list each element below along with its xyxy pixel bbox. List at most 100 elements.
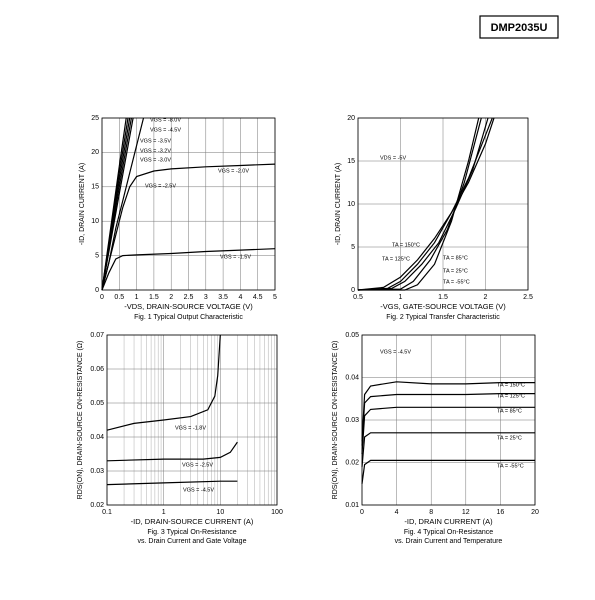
series-line (106, 334, 221, 431)
y-tick-label: 10 (91, 218, 99, 225)
series-line (101, 117, 134, 291)
x-tick-label: 100 (271, 509, 283, 516)
y-axis-label: RDS(ON), DRAIN-SOURCE ON-RESISTANCE (Ω) (77, 341, 84, 500)
x-axis-label: -ID, DRAIN-SOURCE CURRENT (A) (131, 517, 254, 526)
x-tick-label: 10 (216, 509, 224, 516)
series-label: TA = -55°C (497, 463, 524, 469)
series-line (361, 393, 535, 446)
y-axis-label: RDS(ON), DRAIN-SOURCE ON-RESISTANCE (Ω) (332, 341, 339, 500)
series-label: TA = 150°C (392, 242, 420, 248)
series-label: VGS = -3.0V (140, 157, 171, 163)
series-line (361, 459, 535, 484)
series-line (357, 117, 482, 291)
x-axis-label: -ID, DRAIN CURRENT (A) (404, 517, 493, 526)
x-tick-label: 5 (273, 294, 277, 301)
chart-caption: Fig. 2 Typical Transfer Characteristic (386, 314, 500, 321)
y-tick-label: 0.07 (90, 332, 104, 339)
y-axis-label: -ID, DRAIN CURRENT (A) (335, 163, 342, 245)
y-tick-label: 5 (95, 252, 99, 259)
series-line (361, 381, 535, 442)
x-tick-label: 1.5 (149, 294, 159, 301)
y-tick-label: 0.01 (345, 502, 359, 509)
x-tick-label: 20 (531, 509, 539, 516)
part-number: DMP2035U (491, 22, 548, 34)
plot-frame (106, 334, 278, 506)
header-box (479, 15, 559, 39)
x-tick-label: 1 (135, 294, 139, 301)
annotation: VDS = -5V (380, 155, 406, 161)
y-tick-label: 0.02 (90, 502, 104, 509)
series-line (357, 117, 493, 291)
y-axis-label: -ID, DRAIN CURRENT (A) (79, 163, 86, 245)
chart-caption: Fig. 4 Typical On-Resistance (404, 529, 493, 536)
series-label: TA = 125°C (382, 256, 410, 262)
series-label: TA = 85°C (497, 408, 522, 414)
x-tick-label: 1.5 (438, 294, 448, 301)
series-label: VGS = -2.0V (218, 168, 249, 174)
y-tick-label: 15 (347, 158, 355, 165)
series-label: VGS = -8.0V (150, 117, 181, 123)
y-tick-label: 0.03 (345, 417, 359, 424)
series-line (106, 480, 238, 486)
chart-caption: vs. Drain Current and Gate Voltage (138, 538, 247, 545)
plot-frame (357, 117, 529, 291)
y-tick-label: 20 (91, 149, 99, 156)
x-tick-label: 0.5 (114, 294, 124, 301)
x-tick-label: 0.5 (353, 294, 363, 301)
series-label: TA = -55°C (443, 279, 470, 285)
x-tick-label: 3 (204, 294, 208, 301)
series-label: VGS = -3.2V (140, 148, 171, 154)
annotation: VGS = -4.5V (380, 349, 411, 355)
y-tick-label: 0.04 (345, 374, 359, 381)
x-tick-label: 0.1 (102, 509, 112, 516)
x-tick-label: 2.5 (523, 294, 533, 301)
y-tick-label: 25 (91, 115, 99, 122)
y-tick-label: 0 (95, 287, 99, 294)
series-line (361, 432, 535, 467)
y-tick-label: 0.04 (90, 434, 104, 441)
y-tick-label: 10 (347, 201, 355, 208)
x-tick-label: 3.5 (218, 294, 228, 301)
y-tick-label: 15 (91, 184, 99, 191)
x-tick-label: 8 (429, 509, 433, 516)
series-label: TA = 150°C (497, 382, 525, 388)
series-label: VGS = -2.5V (182, 462, 213, 468)
y-tick-label: 0 (351, 287, 355, 294)
series-line (357, 117, 495, 291)
series-label: VGS = -2.5V (145, 183, 176, 189)
x-tick-label: 4 (238, 294, 242, 301)
series-line (357, 117, 489, 291)
series-label: TA = 125°C (497, 393, 525, 399)
x-axis-label: -VDS, DRAIN-SOURCE VOLTAGE (V) (124, 302, 253, 311)
x-tick-label: 4.5 (253, 294, 263, 301)
series-line (106, 441, 238, 462)
y-tick-label: 20 (347, 115, 355, 122)
series-label: VGS = -4.5V (150, 127, 181, 133)
series-label: TA = 25°C (497, 435, 522, 441)
x-tick-label: 2 (169, 294, 173, 301)
plot-frame (361, 334, 536, 506)
series-label: VGS = -4.5V (183, 487, 214, 493)
x-tick-label: 4 (395, 509, 399, 516)
plot-frame (101, 117, 276, 291)
series-label: VGS = -3.5V (140, 138, 171, 144)
series-line (361, 406, 535, 455)
chart-caption: Fig. 1 Typical Output Characteristic (134, 314, 243, 321)
series-line (358, 117, 480, 291)
chart-caption: vs. Drain Current and Temperature (395, 538, 503, 545)
x-tick-label: 2.5 (184, 294, 194, 301)
y-tick-label: 0.06 (90, 366, 104, 373)
y-tick-label: 0.03 (90, 468, 104, 475)
y-tick-label: 0.02 (345, 459, 359, 466)
x-axis-label: -VGS, GATE-SOURCE VOLTAGE (V) (380, 302, 506, 311)
series-label: VGS = -1.8V (175, 425, 206, 431)
y-tick-label: 0.05 (90, 400, 104, 407)
x-tick-label: 0 (100, 294, 104, 301)
y-tick-label: 0.05 (345, 332, 359, 339)
y-tick-label: 5 (351, 244, 355, 251)
series-line (101, 248, 276, 291)
x-tick-label: 2 (484, 294, 488, 301)
x-tick-label: 16 (497, 509, 505, 516)
